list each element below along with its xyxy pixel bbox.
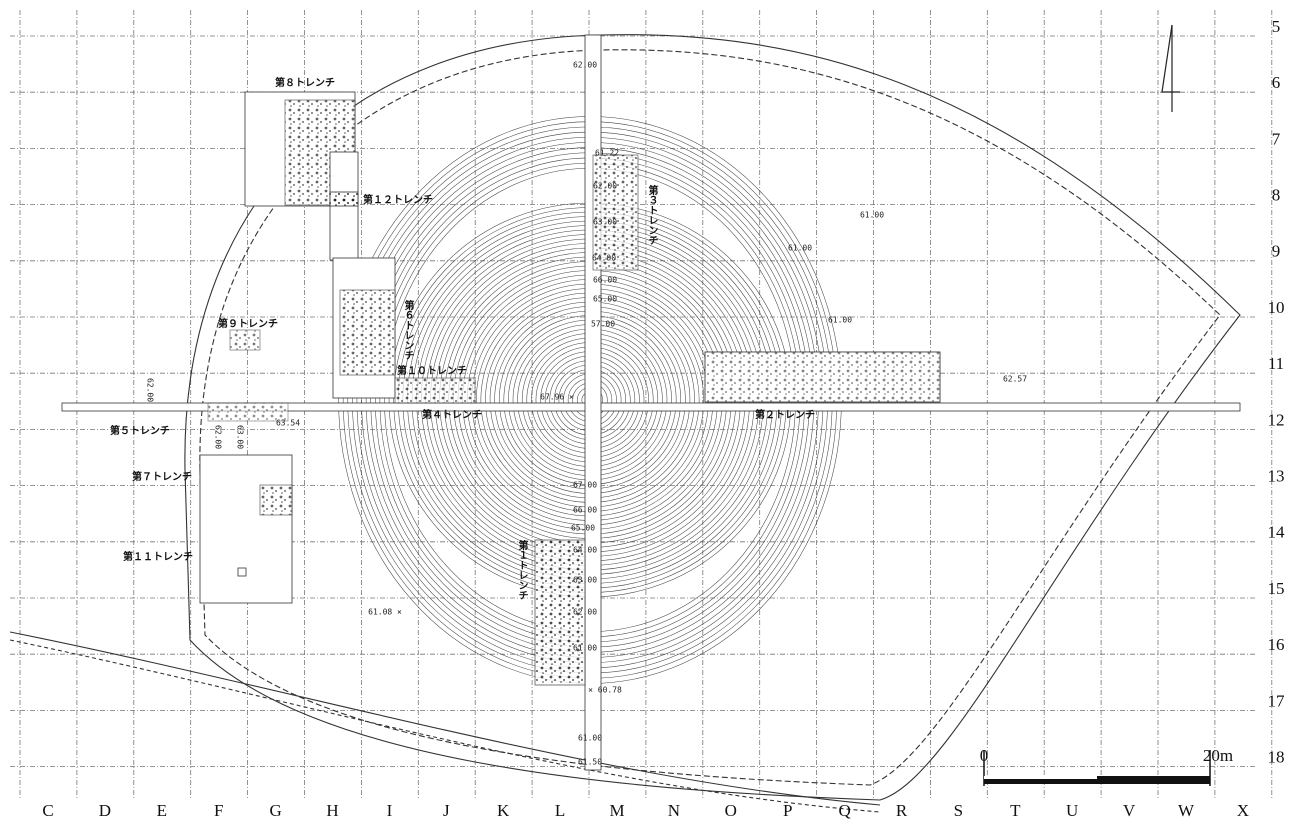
column-label: G bbox=[269, 801, 281, 820]
boundary bbox=[9, 34, 1241, 813]
column-label: M bbox=[609, 801, 624, 820]
trenches bbox=[61, 34, 1241, 771]
trench-label: 第８トレンチ bbox=[275, 76, 335, 89]
column-label: H bbox=[326, 801, 338, 820]
row-label: 7 bbox=[1272, 129, 1281, 148]
trench-label: 第２トレンチ bbox=[755, 408, 815, 421]
row-label: 17 bbox=[1268, 691, 1286, 710]
column-label: C bbox=[42, 801, 53, 820]
column-label: S bbox=[954, 801, 963, 820]
elevation-label: 63.54 bbox=[276, 419, 300, 428]
elevation-label: 63.00 bbox=[593, 218, 617, 227]
column-label: R bbox=[896, 801, 908, 820]
elevation-label: 65.00 bbox=[593, 295, 617, 304]
elevation-label: 67.96 × bbox=[540, 393, 574, 402]
trench-label: 第５トレンチ bbox=[110, 424, 170, 437]
elevation-label: 62.00 bbox=[573, 608, 597, 617]
row-label: 12 bbox=[1268, 410, 1285, 429]
column-label: P bbox=[783, 801, 792, 820]
trench-label: 第７トレンチ bbox=[132, 470, 192, 483]
trench-label: 第６トレンチ bbox=[402, 299, 414, 360]
row-label: 18 bbox=[1268, 748, 1285, 767]
row-label: 13 bbox=[1268, 467, 1285, 486]
trench-label: 第１０トレンチ bbox=[397, 364, 467, 377]
row-label: 14 bbox=[1268, 523, 1286, 542]
elevation-label: 64.00 bbox=[573, 546, 597, 555]
row-label: 10 bbox=[1268, 298, 1285, 317]
elevation-label: 62.00 bbox=[214, 425, 223, 449]
elevation-label: 64.00 bbox=[592, 254, 616, 263]
column-label: Q bbox=[838, 801, 850, 820]
elevation-label: 61.22 bbox=[595, 149, 619, 158]
row-label: 15 bbox=[1268, 579, 1285, 598]
column-label: N bbox=[668, 801, 680, 820]
elevation-label: 62.00 bbox=[146, 378, 155, 402]
elevation-label: 63.00 bbox=[236, 425, 245, 449]
column-label: F bbox=[214, 801, 223, 820]
elevation-label: 61.00 bbox=[860, 211, 884, 220]
column-label: T bbox=[1010, 801, 1021, 820]
elevation-label: × 60.78 bbox=[588, 686, 622, 695]
row-label: 6 bbox=[1272, 73, 1281, 92]
trench-label: 第１トレンチ bbox=[516, 539, 528, 600]
column-label: E bbox=[157, 801, 167, 820]
scale-bar bbox=[983, 750, 1211, 786]
column-label: O bbox=[725, 801, 737, 820]
elevation-label: 67.00 bbox=[573, 481, 597, 490]
row-label: 8 bbox=[1272, 186, 1281, 205]
elevation-label: 65.00 bbox=[571, 524, 595, 533]
row-label: 16 bbox=[1268, 635, 1285, 654]
column-label: W bbox=[1178, 801, 1195, 820]
row-label: 5 bbox=[1272, 17, 1281, 36]
labels: C D E F G H I J K L M N O P Q R S T U V W X 5 6 7 8 9 10 11 12 13 14 15 1… bbox=[42, 17, 1285, 820]
trench-label: 第３トレンチ bbox=[646, 184, 658, 245]
scale-end: 20m bbox=[1203, 746, 1233, 765]
elevation-label: 61.00 bbox=[788, 244, 812, 253]
scale-start: 0 bbox=[980, 746, 989, 765]
trench-label: 第１１トレンチ bbox=[123, 550, 193, 563]
elevation-label: 66.00 bbox=[573, 506, 597, 515]
north-arrow bbox=[1161, 24, 1180, 112]
column-label: J bbox=[443, 801, 450, 820]
column-label: X bbox=[1237, 801, 1249, 820]
elevation-label: 61.08 × bbox=[368, 608, 402, 617]
elevation-label: 57.00 bbox=[591, 320, 615, 329]
column-label: V bbox=[1123, 801, 1136, 820]
elevation-label: 62.00 bbox=[573, 61, 597, 70]
column-label: I bbox=[387, 801, 393, 820]
elevation-label: 61.00 bbox=[828, 316, 852, 325]
column-label: L bbox=[555, 801, 565, 820]
elevation-label: 61.00 bbox=[578, 734, 602, 743]
elevation-label: 62.00 bbox=[593, 182, 617, 191]
elevation-label: 66.00 bbox=[593, 276, 617, 285]
column-label: U bbox=[1066, 801, 1078, 820]
row-label: 9 bbox=[1272, 242, 1281, 261]
elevation-label: 61.50 bbox=[578, 758, 602, 767]
trench-label: 第９トレンチ bbox=[218, 317, 278, 330]
column-label: K bbox=[497, 801, 510, 820]
trench-label: 第１２トレンチ bbox=[363, 193, 433, 206]
elevation-label: 62.57 bbox=[1003, 375, 1027, 384]
elevation-label: 63.00 bbox=[573, 576, 597, 585]
column-label: D bbox=[99, 801, 111, 820]
row-label: 11 bbox=[1268, 354, 1284, 373]
trench-label: 第４トレンチ bbox=[422, 408, 482, 421]
elevation-label: 61.00 bbox=[573, 644, 597, 653]
